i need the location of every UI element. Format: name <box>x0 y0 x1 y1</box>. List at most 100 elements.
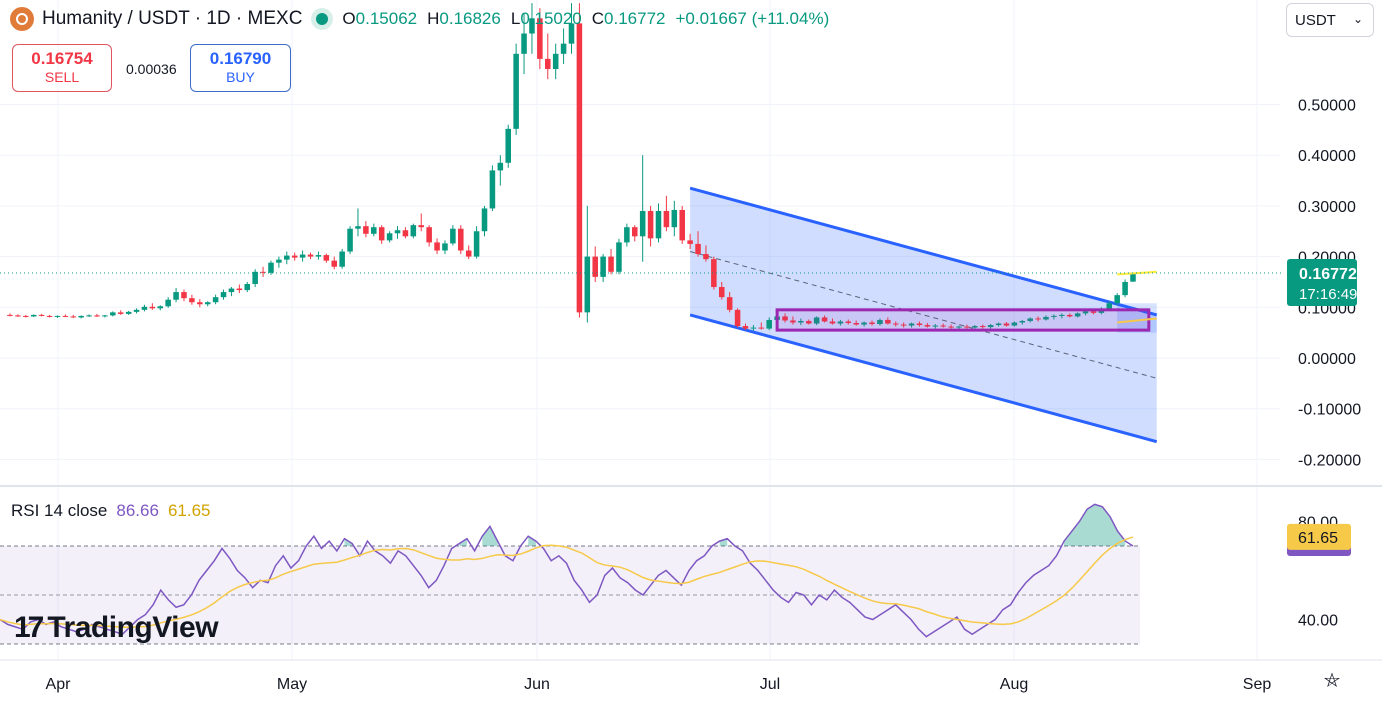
candle-body <box>631 227 638 237</box>
candle-body <box>355 226 361 229</box>
rsi-line[interactable] <box>0 503 1134 638</box>
candle-body <box>718 287 725 298</box>
tradingview-logo[interactable]: 17 TradingView <box>14 611 219 645</box>
candle-body <box>695 243 701 255</box>
candle-body <box>505 128 512 163</box>
candle-body <box>141 306 148 310</box>
symbol-header: Humanity / USDT · 1D · MEXC O0.15062 H0.… <box>10 7 829 31</box>
x-tick-label: Apr <box>46 676 72 693</box>
x-tick-label: Aug <box>1000 676 1028 693</box>
candle-body <box>940 325 946 327</box>
y-tick-label: -0.20000 <box>1298 452 1361 469</box>
candle-body <box>1066 314 1073 317</box>
candles <box>7 3 1136 331</box>
candle-body <box>829 321 836 324</box>
candle-body <box>1019 320 1026 323</box>
sell-button[interactable]: 0.16754 SELL <box>12 44 112 92</box>
rsi-overbought-fill <box>528 536 536 546</box>
candle-body <box>260 271 266 273</box>
candle-body <box>552 53 559 70</box>
candle-body <box>821 317 828 322</box>
y-axis[interactable]: 0.500000.400000.300000.200000.100000.000… <box>1287 98 1361 470</box>
channel-lower-line[interactable] <box>689 313 1158 444</box>
candle-body <box>790 320 796 323</box>
candle-body <box>94 315 100 317</box>
last-price-value: 0.16772 <box>1299 266 1357 283</box>
candle-body <box>23 315 29 317</box>
y-tick-label: 0.30000 <box>1298 199 1356 216</box>
candle-body <box>560 43 567 54</box>
buy-label: BUY <box>226 69 255 85</box>
candle-body <box>616 242 622 272</box>
candle-body <box>861 322 867 325</box>
candle-body <box>450 228 456 244</box>
candle-body <box>782 316 788 321</box>
candle-body <box>1122 281 1128 296</box>
candle-body <box>1003 323 1010 326</box>
candle-body <box>284 255 290 260</box>
candle-body <box>869 322 875 325</box>
candle-body <box>489 170 496 209</box>
consolidation-box[interactable] <box>775 308 1151 332</box>
candle-body <box>125 311 132 314</box>
rsi-legend[interactable]: RSI 14 close 86.66 61.65 <box>11 501 210 521</box>
candle-body <box>703 254 709 260</box>
ohlc-o-value: 0.15062 <box>355 9 418 28</box>
candle-body <box>363 226 369 234</box>
candle-body <box>845 321 852 324</box>
channel-upper-line[interactable] <box>689 186 1158 317</box>
candle-body <box>339 251 345 267</box>
candle-body <box>102 315 108 317</box>
y-tick-label: 0.40000 <box>1298 148 1356 165</box>
candle-body <box>481 208 488 232</box>
candle-body <box>291 255 298 258</box>
candle-body <box>1043 316 1049 320</box>
x-axis[interactable]: Apr May Jun Jul Aug Sep <box>46 676 1272 693</box>
candle-body <box>1082 311 1089 314</box>
candle-body <box>30 314 37 317</box>
rsi-ma-line[interactable] <box>0 536 1134 628</box>
candle-body <box>837 321 844 324</box>
support-line[interactable] <box>1117 317 1157 324</box>
candle-body <box>244 283 251 291</box>
candle-body <box>956 326 962 328</box>
channel-fill <box>690 188 1157 442</box>
candle-body <box>331 260 338 267</box>
last-price-tag[interactable] <box>1287 258 1357 306</box>
candle-body <box>932 325 939 327</box>
candle-body <box>252 271 258 284</box>
candle-body <box>54 315 61 317</box>
candle-body <box>766 319 772 329</box>
candle-body <box>323 255 330 261</box>
candle-body <box>916 323 923 326</box>
candle-body <box>1059 314 1065 316</box>
buy-button[interactable]: 0.16790 BUY <box>190 44 291 92</box>
symbol-title[interactable]: Humanity / USDT · 1D · MEXC <box>42 8 303 29</box>
candle-body <box>426 227 432 243</box>
candle-body <box>497 162 504 171</box>
currency-select[interactable]: USDT ⌄ <box>1286 3 1374 37</box>
candle-body <box>378 227 385 241</box>
candle-body <box>276 259 282 263</box>
candle-body <box>434 242 440 251</box>
humanity-logo-icon <box>10 7 34 31</box>
tradingview-name: TradingView <box>47 611 219 644</box>
overlays[interactable] <box>0 270 1282 332</box>
y-tick-label: 0.00000 <box>1298 351 1356 368</box>
candle-body <box>458 228 464 251</box>
candle-body <box>726 297 733 310</box>
rsi-ma-tag[interactable] <box>1287 523 1351 550</box>
chart-settings-icon[interactable]: ⛤ <box>1324 670 1340 692</box>
candle-body <box>663 210 670 228</box>
candle-body <box>418 225 425 228</box>
candle-body <box>592 256 598 277</box>
candle-body <box>734 309 741 327</box>
candle-body <box>1106 303 1113 309</box>
candle-body <box>758 327 765 329</box>
candle-body <box>220 292 227 298</box>
candle-body <box>964 326 970 328</box>
candle-body <box>885 319 891 324</box>
candle-body <box>679 209 685 241</box>
